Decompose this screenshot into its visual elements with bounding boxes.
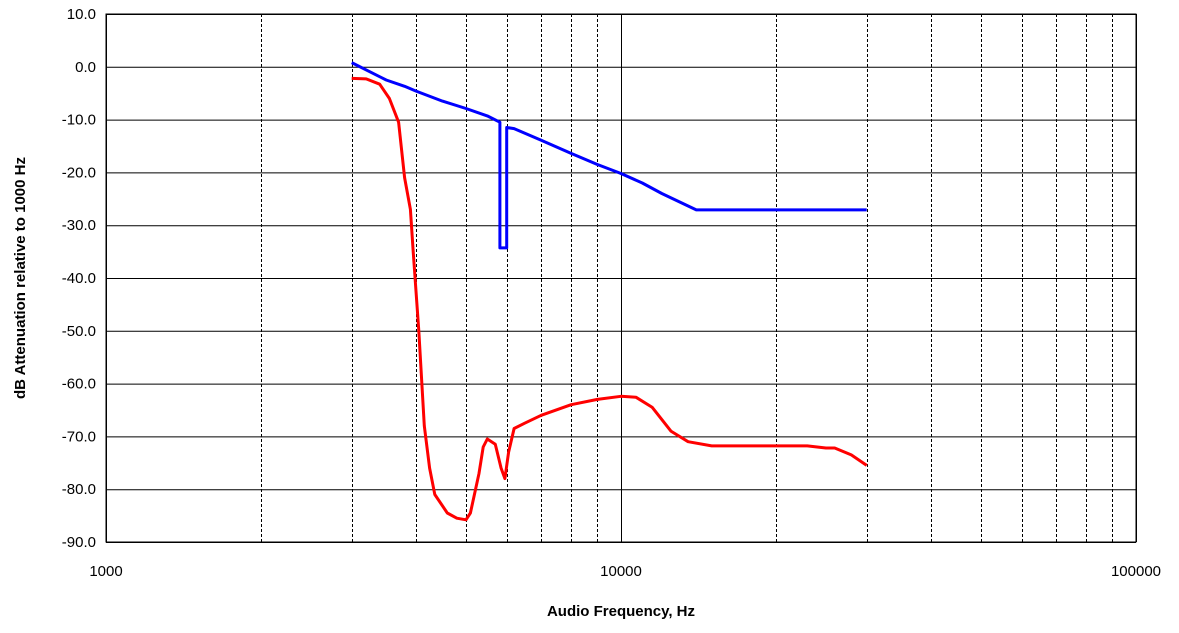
x-tick-labels: 1000 10000 100000 [89,563,1161,580]
y-tick-label: 0.0 [75,59,96,76]
plot-frame [105,13,1137,543]
y-tick-label: -10.0 [62,112,96,129]
x-tick-label: 100000 [1111,563,1161,580]
y-tick-label: 10.0 [67,6,96,23]
series-line-2 [351,76,868,522]
y-tick-label: -70.0 [62,428,96,445]
series-line-1 [351,61,867,250]
x-tick-label: 10000 [600,563,642,580]
x-axis-title: Audio Frequency, Hz [547,603,695,620]
series-layer [351,61,868,522]
y-tick-label: -90.0 [62,534,96,551]
y-tick-label: -80.0 [62,481,96,498]
y-tick-label: -20.0 [62,164,96,181]
y-tick-labels: 10.0 0.0 -10.0 -20.0 -30.0 -40.0 -50.0 -60.0 -70… [62,6,96,551]
x-tick-label: 1000 [89,563,122,580]
y-tick-label: -60.0 [62,376,96,393]
y-tick-label: -40.0 [62,270,96,287]
y-tick-label: -30.0 [62,217,96,234]
y-axis-title: dB Attenuation relative to 1000 Hz [12,157,29,399]
y-tick-label: -50.0 [62,323,96,340]
